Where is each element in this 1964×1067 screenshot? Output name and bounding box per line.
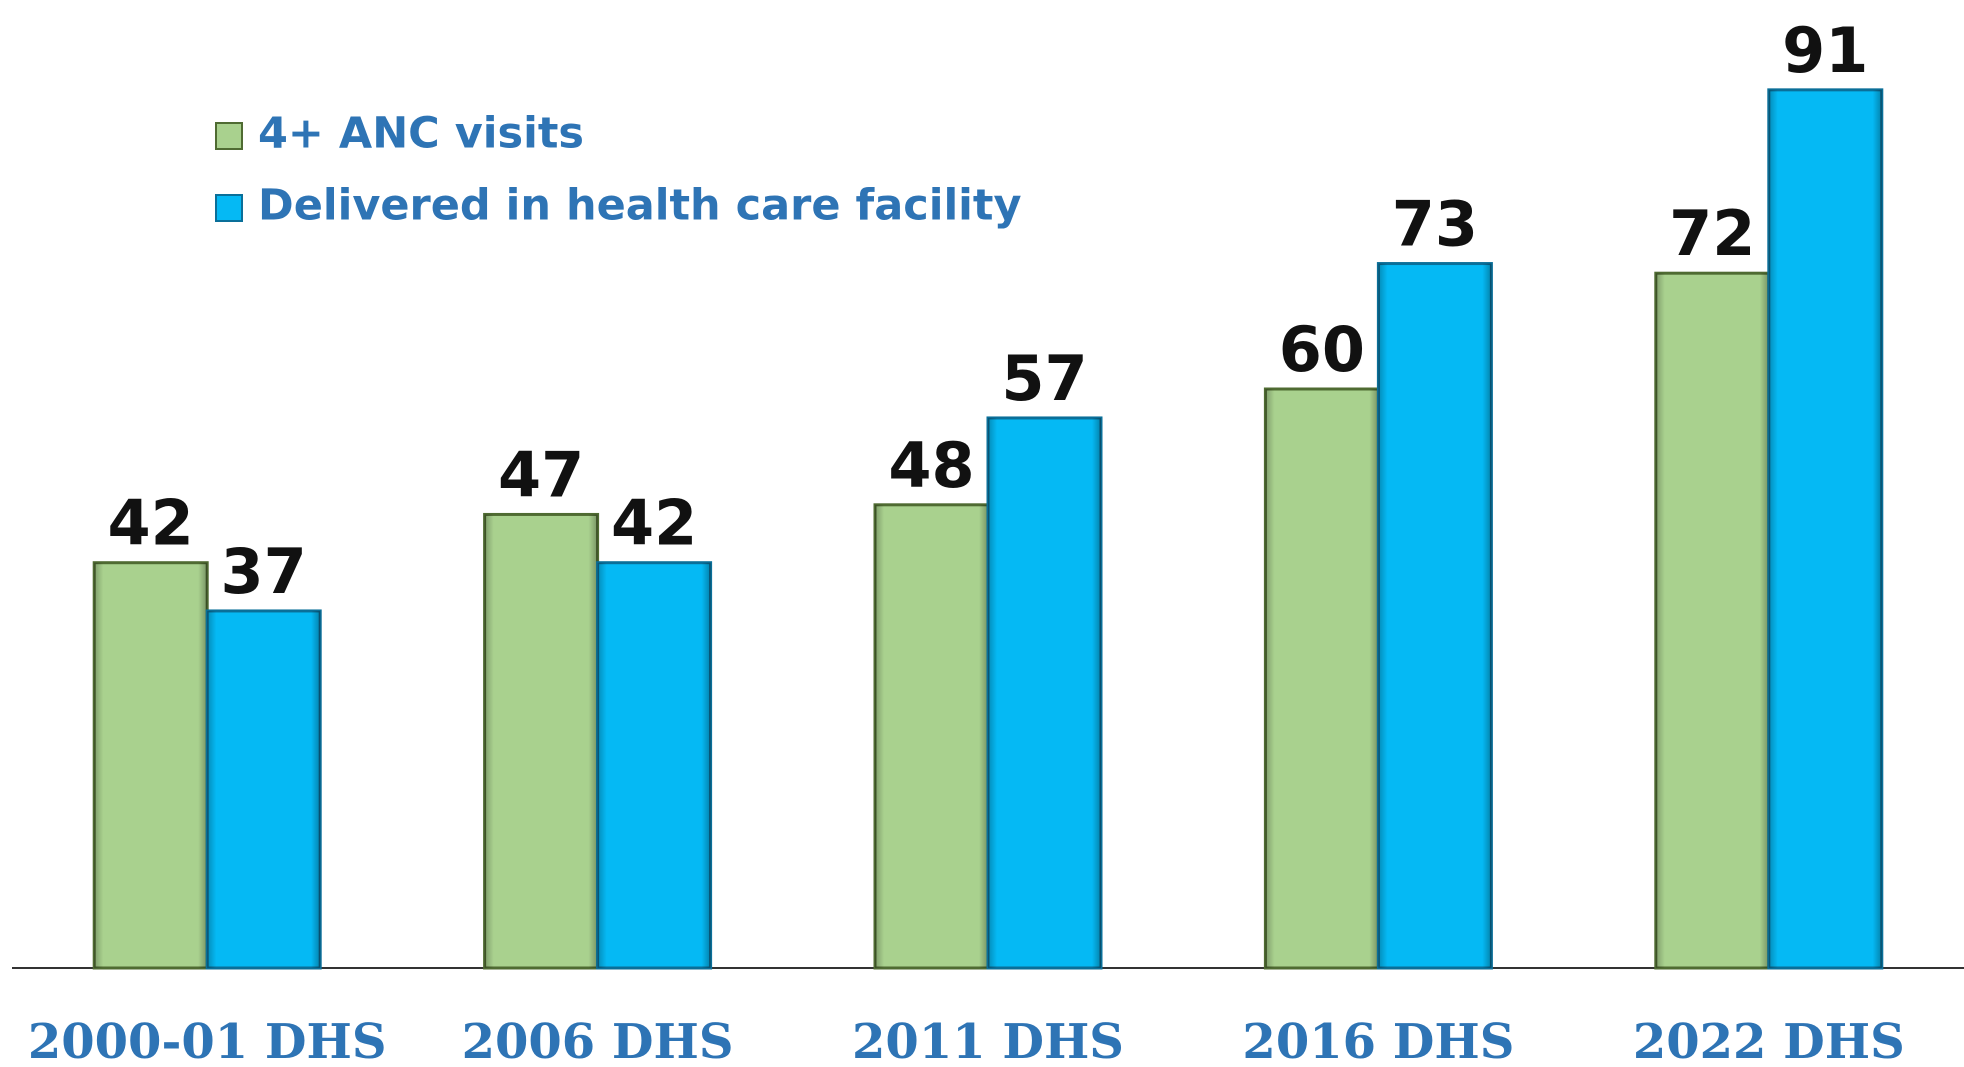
data-label: 60 (1279, 313, 1365, 386)
legend-swatch (215, 122, 243, 150)
bar-shade (484, 514, 598, 968)
data-label: 47 (498, 438, 584, 511)
bar-shade (1378, 263, 1492, 968)
bar-shade (1655, 273, 1769, 968)
data-label: 48 (888, 429, 974, 502)
bar-shade (1265, 389, 1379, 968)
legend-label: 4+ ANC visits (258, 109, 584, 159)
data-label: 57 (1001, 342, 1087, 415)
data-label: 42 (611, 487, 697, 560)
legend-swatch (215, 194, 243, 222)
bar-shade (94, 562, 208, 968)
data-label: 91 (1782, 14, 1868, 87)
legend-label: Delivered in health care facility (258, 181, 1022, 231)
data-label: 72 (1669, 197, 1755, 270)
data-label: 37 (221, 535, 307, 608)
x-tick-label: 2006 DHS (462, 1014, 734, 1067)
x-tick-label: 2016 DHS (1242, 1014, 1514, 1067)
bar-shade (207, 610, 321, 968)
bar-shade (988, 417, 1101, 968)
bar-shade (875, 504, 988, 968)
x-tick-label: 2000-01 DHS (28, 1014, 387, 1067)
data-label: 42 (108, 487, 194, 560)
bar-shade (1768, 89, 1882, 969)
x-tick-label: 2022 DHS (1633, 1014, 1905, 1067)
bar-shade (597, 562, 711, 968)
data-label: 73 (1392, 188, 1478, 261)
x-tick-label: 2011 DHS (852, 1014, 1124, 1067)
